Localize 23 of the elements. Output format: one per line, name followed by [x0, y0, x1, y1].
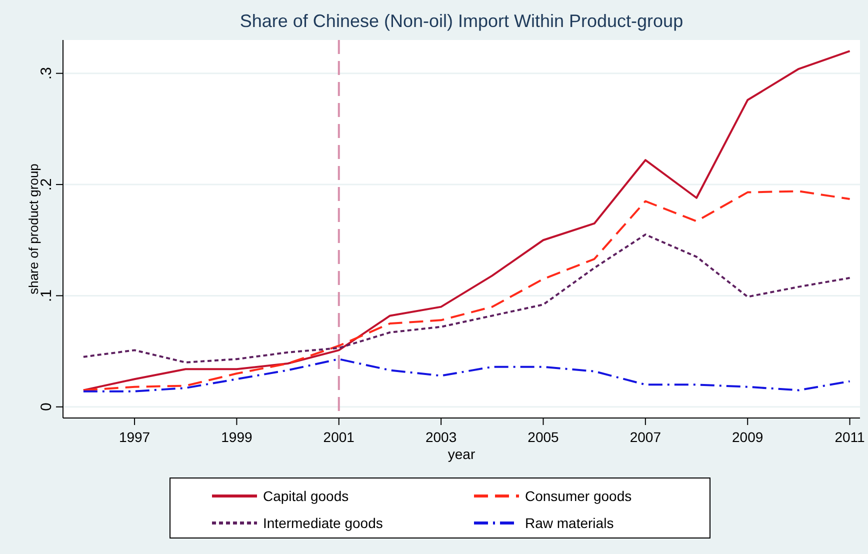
x-tick-label: 2005: [528, 429, 560, 445]
legend-label: Intermediate goods: [263, 515, 383, 531]
line-series: [82, 50, 851, 392]
y-tick-label: 0: [38, 402, 55, 412]
x-tick-label: 2001: [323, 429, 355, 445]
y-axis-title: share of product group: [26, 164, 41, 294]
line-series: [82, 358, 851, 392]
x-axis-title: year: [448, 446, 476, 462]
legend-label: Consumer goods: [525, 488, 632, 504]
x-tick-label: 2011: [834, 429, 866, 445]
x-tick-label: 2003: [425, 429, 457, 445]
legend-label: Capital goods: [263, 488, 349, 504]
x-tick-label: 1997: [118, 429, 150, 445]
y-tick-label: .2: [38, 178, 55, 191]
line-series: [82, 234, 851, 364]
legend-label: Raw materials: [525, 515, 614, 531]
y-tick-label: .3: [38, 67, 55, 80]
line-series: [82, 190, 851, 392]
x-tick-label: 1999: [221, 429, 252, 445]
x-tick-label: 2007: [630, 429, 662, 445]
y-tick-label: .1: [38, 289, 55, 302]
chart-title: Share of Chinese (Non-oil) Import Within Product-group: [240, 11, 684, 31]
x-tick-label: 2009: [732, 429, 764, 445]
